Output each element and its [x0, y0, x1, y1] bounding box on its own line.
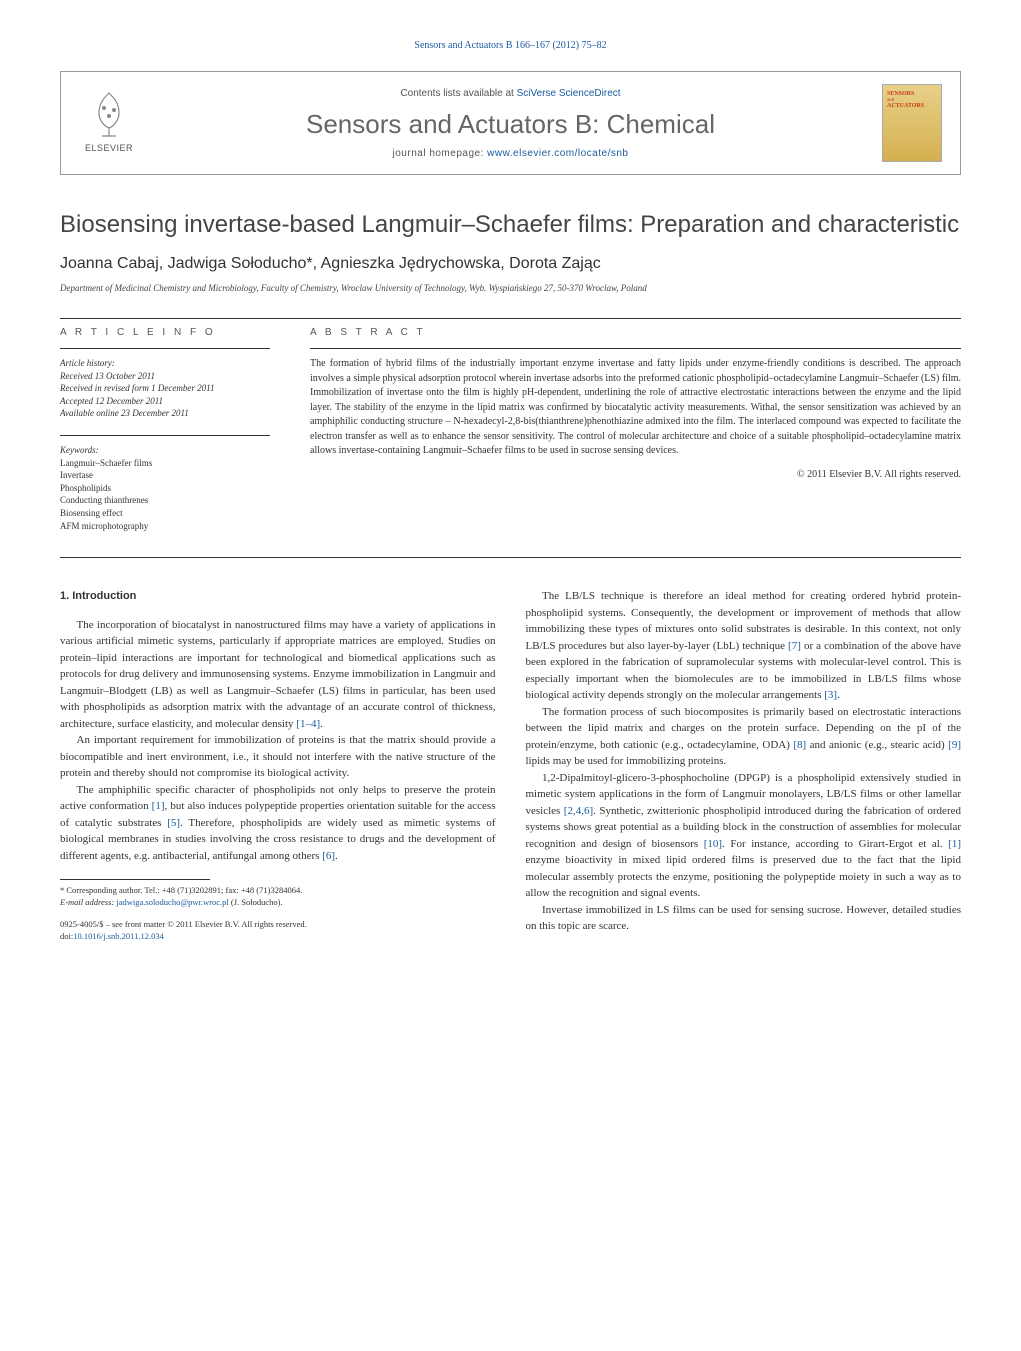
- doi-link[interactable]: 10.1016/j.snb.2011.12.034: [73, 931, 164, 941]
- ref-link[interactable]: [1]: [948, 838, 961, 850]
- ref-link[interactable]: [1–4]: [296, 718, 320, 730]
- history-label: Article history:: [60, 357, 270, 370]
- footnote-corresp: * Corresponding author. Tel.: +48 (71)32…: [60, 885, 496, 897]
- elsevier-tree-icon: [84, 88, 134, 138]
- sciencedirect-link[interactable]: SciVerse ScienceDirect: [517, 88, 621, 99]
- keyword: Invertase: [60, 469, 270, 482]
- keywords-block: Keywords: Langmuir–Schaefer films Invert…: [60, 444, 270, 532]
- paragraph: The amphiphilic specific character of ph…: [60, 782, 496, 865]
- ref-link[interactable]: [3]: [824, 689, 837, 701]
- article-history: Article history: Received 13 October 201…: [60, 357, 270, 420]
- footnote-separator: [60, 879, 210, 880]
- history-received: Received 13 October 2011: [60, 370, 270, 383]
- doi-line1: 0925-4005/$ – see front matter © 2011 El…: [60, 919, 496, 931]
- section-heading: 1. Introduction: [60, 588, 496, 605]
- authors: Joanna Cabaj, Jadwiga Sołoducho*, Agnies…: [60, 255, 961, 273]
- text: .: [335, 850, 338, 862]
- text: lipids may be used for immobilizing prot…: [526, 755, 727, 767]
- cover-line1: SENSORS: [887, 91, 924, 98]
- divider-top: [60, 318, 961, 319]
- email-label: E-mail address:: [60, 897, 116, 907]
- abstract-label: a b s t r a c t: [310, 327, 961, 338]
- article-info-label: a r t i c l e i n f o: [60, 327, 270, 338]
- keyword: AFM microphotography: [60, 520, 270, 533]
- elsevier-label: ELSEVIER: [79, 143, 139, 153]
- abstract-copyright: © 2011 Elsevier B.V. All rights reserved…: [310, 469, 961, 480]
- text: enzyme bioactivity in mixed lipid ordere…: [526, 854, 962, 899]
- paragraph: An important requirement for immobilizat…: [60, 732, 496, 782]
- journal-name: Sensors and Actuators B: Chemical: [139, 109, 882, 140]
- keyword: Langmuir–Schaefer films: [60, 457, 270, 470]
- text: . For instance, according to Girart-Ergo…: [722, 838, 948, 850]
- divider-bottom: [60, 557, 961, 558]
- ref-link[interactable]: [5]: [167, 817, 180, 829]
- text: .: [837, 689, 840, 701]
- citation-header: Sensors and Actuators B 166–167 (2012) 7…: [60, 40, 961, 51]
- email-suffix: (J. Sołoducho).: [229, 897, 283, 907]
- text: The incorporation of biocatalyst in nano…: [60, 619, 496, 730]
- text: and anionic (e.g., stearic acid): [806, 739, 948, 751]
- journal-header: ELSEVIER Contents lists available at Sci…: [60, 71, 961, 175]
- cover-line3: ACTUATORS: [887, 103, 924, 110]
- ref-link[interactable]: [1]: [152, 800, 165, 812]
- info-divider: [60, 348, 270, 349]
- article-title: Biosensing invertase-based Langmuir–Scha…: [60, 210, 961, 240]
- text: .: [320, 718, 323, 730]
- ref-link[interactable]: [10]: [704, 838, 722, 850]
- ref-link[interactable]: [8]: [793, 739, 806, 751]
- column-left: 1. Introduction The incorporation of bio…: [60, 588, 496, 943]
- column-right: The LB/LS technique is therefore an idea…: [526, 588, 962, 943]
- elsevier-logo: ELSEVIER: [79, 88, 139, 158]
- abstract-divider: [310, 348, 961, 349]
- email-link[interactable]: jadwiga.soloducho@pwr.wroc.pl: [116, 897, 228, 907]
- paragraph: The incorporation of biocatalyst in nano…: [60, 617, 496, 733]
- history-revised: Received in revised form 1 December 2011: [60, 382, 270, 395]
- history-online: Available online 23 December 2011: [60, 407, 270, 420]
- affiliation: Department of Medicinal Chemistry and Mi…: [60, 283, 961, 293]
- doi-prefix: doi:: [60, 931, 73, 941]
- history-accepted: Accepted 12 December 2011: [60, 395, 270, 408]
- contents-prefix: Contents lists available at: [400, 88, 516, 99]
- corresponding-author-footnote: * Corresponding author. Tel.: +48 (71)32…: [60, 885, 496, 909]
- doi-block: 0925-4005/$ – see front matter © 2011 El…: [60, 919, 496, 943]
- keywords-divider: [60, 435, 270, 436]
- paragraph: The LB/LS technique is therefore an idea…: [526, 588, 962, 704]
- paragraph: The formation process of such biocomposi…: [526, 704, 962, 770]
- keyword: Biosensing effect: [60, 507, 270, 520]
- contents-available-line: Contents lists available at SciVerse Sci…: [139, 88, 882, 99]
- keyword: Phospholipids: [60, 482, 270, 495]
- ref-link[interactable]: [7]: [788, 640, 801, 652]
- abstract-text: The formation of hybrid films of the ind…: [310, 357, 961, 459]
- journal-cover-thumb: SENSORS and ACTUATORS: [882, 84, 942, 162]
- homepage-prefix: journal homepage:: [393, 148, 488, 159]
- keyword: Conducting thianthrenes: [60, 494, 270, 507]
- ref-link[interactable]: [9]: [948, 739, 961, 751]
- ref-link[interactable]: [6]: [322, 850, 335, 862]
- homepage-link[interactable]: www.elsevier.com/locate/snb: [487, 148, 628, 159]
- paragraph: Invertase immobilized in LS films can be…: [526, 902, 962, 935]
- homepage-line: journal homepage: www.elsevier.com/locat…: [139, 148, 882, 159]
- paragraph: 1,2-Dipalmitoyl-glicero-3-phosphocholine…: [526, 770, 962, 902]
- ref-link[interactable]: [2,4,6]: [564, 805, 593, 817]
- keywords-label: Keywords:: [60, 444, 270, 457]
